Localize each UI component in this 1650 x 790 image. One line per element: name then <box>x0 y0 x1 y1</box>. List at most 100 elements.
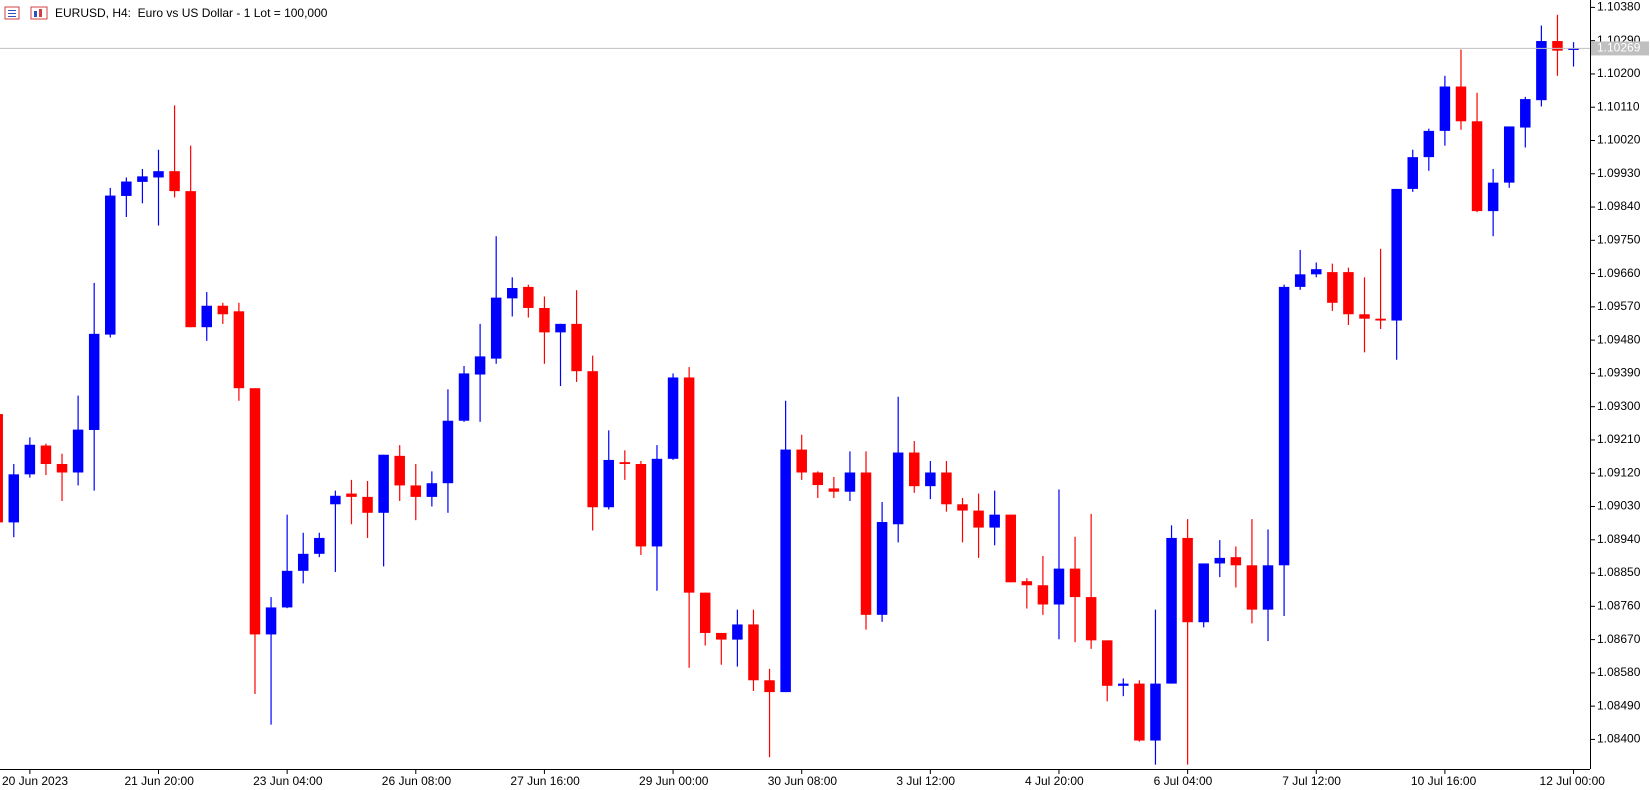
candle-body <box>474 356 486 375</box>
candle-body <box>265 607 277 635</box>
candle-body <box>1439 86 1451 131</box>
candle-body <box>1085 597 1097 641</box>
candle-body <box>764 680 775 693</box>
candle-body <box>507 288 518 299</box>
candle-body <box>281 570 293 608</box>
candle-body <box>249 388 261 635</box>
candle-body <box>1552 41 1563 51</box>
candle-body <box>1150 683 1161 741</box>
candle-body <box>973 510 984 528</box>
y-tick-label: 1.09660 <box>1597 266 1641 280</box>
candle-body <box>40 445 52 464</box>
candle-body <box>925 472 936 487</box>
candle-body <box>185 191 196 328</box>
candle-body <box>105 195 116 335</box>
candle-body <box>1278 286 1290 566</box>
candle-body <box>458 373 470 421</box>
chart-title: EURUSD, H4: Euro vs US Dollar - 1 Lot = … <box>55 6 328 20</box>
candle-body <box>1021 581 1033 586</box>
candle-body <box>699 592 711 633</box>
y-tick-label: 1.08400 <box>1597 732 1641 746</box>
icon-bar <box>34 11 37 17</box>
candle-body <box>780 449 791 693</box>
y-tick-label: 1.10380 <box>1597 0 1641 14</box>
candle-body <box>1327 272 1338 303</box>
x-tick-label: 4 Jul 20:00 <box>1025 774 1084 788</box>
candle-body <box>796 449 807 473</box>
candle-body <box>426 483 438 497</box>
candle-body <box>1391 188 1402 321</box>
candle-body <box>892 452 904 525</box>
candle-body <box>56 463 68 473</box>
x-tick-label: 30 Jun 08:00 <box>768 774 838 788</box>
candle-body <box>1069 568 1081 598</box>
candle-body <box>169 171 180 192</box>
candle-body <box>1471 121 1483 212</box>
candle-body <box>1262 565 1274 610</box>
candle-body <box>1455 86 1467 122</box>
candle-body <box>314 537 325 554</box>
candle-body <box>716 632 727 640</box>
candle-body <box>1230 557 1242 566</box>
y-tick-label: 1.09570 <box>1597 299 1641 313</box>
price-label-box <box>1591 41 1649 56</box>
candle-body <box>1053 568 1065 605</box>
candle-body <box>683 377 695 593</box>
x-tick-label: 7 Jul 12:00 <box>1282 774 1341 788</box>
x-tick-label: 27 Jun 16:00 <box>510 774 580 788</box>
candle-body <box>667 377 679 459</box>
candle-body <box>1118 683 1129 686</box>
x-tick-label: 21 Jun 20:00 <box>125 774 195 788</box>
candle-body <box>153 171 164 178</box>
candle-body <box>121 181 132 196</box>
candle-body <box>619 462 631 464</box>
candle-body <box>88 333 100 430</box>
y-tick-label: 1.09030 <box>1597 499 1641 513</box>
candle-body <box>909 452 920 487</box>
x-tick-label: 6 Jul 04:00 <box>1154 774 1213 788</box>
candle-body <box>651 458 663 547</box>
candle-body <box>217 305 229 315</box>
candle-body <box>1343 272 1354 315</box>
x-tick-label: 26 Jun 08:00 <box>382 774 452 788</box>
candle-body <box>957 504 968 511</box>
candle-body <box>442 420 454 484</box>
candle-body <box>603 459 614 508</box>
candle-body <box>410 485 422 497</box>
candle-body <box>860 472 872 615</box>
y-tick-label: 1.09300 <box>1597 399 1641 413</box>
title-icons <box>4 6 48 20</box>
y-tick-label: 1.08490 <box>1597 698 1641 712</box>
price-label: 1.10269 <box>1597 41 1641 55</box>
candle-body <box>635 463 647 547</box>
candle-body <box>571 323 582 372</box>
candle-body <box>201 305 212 328</box>
y-tick-label: 1.09120 <box>1597 465 1641 479</box>
y-tick-label: 1.09750 <box>1597 232 1641 246</box>
y-tick-label: 1.10200 <box>1597 66 1641 80</box>
y-tick-label: 1.08940 <box>1597 532 1641 546</box>
candle-body <box>539 307 550 333</box>
candle-body <box>1214 557 1226 564</box>
candle-body <box>1423 130 1435 158</box>
candle-body <box>8 474 20 523</box>
x-tick-label: 3 Jul 12:00 <box>896 774 955 788</box>
x-tick-label: 10 Jul 16:00 <box>1411 774 1477 788</box>
candle-body <box>1005 514 1016 583</box>
candle-body <box>876 522 888 615</box>
x-tick-label: 29 Jun 00:00 <box>639 774 709 788</box>
candle-body <box>297 553 309 571</box>
candle-body <box>1198 563 1209 623</box>
candle-body <box>346 493 357 497</box>
candle-body <box>1311 269 1322 275</box>
candle-body <box>844 472 856 492</box>
y-tick-label: 1.10020 <box>1597 133 1641 147</box>
candle-body <box>1568 48 1579 50</box>
candle-body <box>362 496 373 513</box>
candle-body <box>1536 41 1547 101</box>
y-tick-label: 1.09930 <box>1597 166 1641 180</box>
candle-body <box>137 176 148 182</box>
y-tick-label: 1.09840 <box>1597 199 1641 213</box>
candle-body <box>1037 585 1049 605</box>
